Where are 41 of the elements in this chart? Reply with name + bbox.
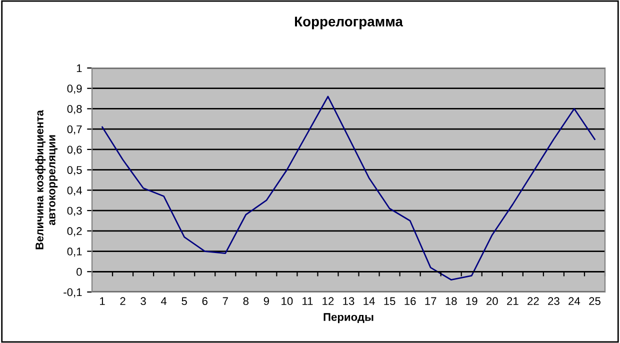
y-tick-label: 0,9 (67, 84, 82, 94)
y-tick-label: 0,5 (67, 166, 82, 176)
y-tick-label: -0,1 (64, 288, 82, 298)
x-tick-label: 10 (282, 297, 293, 306)
y-tick-label: 0 (76, 268, 82, 276)
y-tick-label: 0,2 (67, 227, 82, 236)
x-tick-label: 24 (568, 297, 580, 305)
x-tick-label: 15 (384, 297, 396, 306)
x-tick-label: 17 (425, 297, 436, 305)
x-tick-label: 16 (404, 297, 416, 306)
x-tick-label: 23 (548, 297, 560, 306)
x-tick-label: 21 (507, 297, 518, 305)
line-series (102, 96, 596, 280)
y-tick-label: 0,3 (67, 206, 82, 216)
x-tick-label: 3 (140, 297, 146, 306)
x-tick-label: 4 (160, 297, 167, 305)
y-tick-label: 0,7 (67, 125, 82, 135)
x-tick-label: 19 (466, 297, 478, 306)
x-tick-label: 9 (264, 297, 269, 306)
x-tick-label: 1 (100, 297, 105, 305)
x-tick-label: 20 (486, 297, 498, 306)
y-tick-label: 0,1 (67, 248, 82, 257)
x-tick-label: 14 (364, 297, 375, 305)
y-tick-label: 0,6 (67, 146, 82, 155)
x-tick-label: 6 (202, 297, 208, 306)
x-tick-label: 7 (222, 297, 228, 305)
x-tick-label: 25 (589, 297, 600, 306)
y-tick-label: 1 (76, 64, 82, 72)
y-axis-title: Величина коэффициента автокорреляции (35, 110, 58, 250)
x-tick-label: 5 (182, 297, 187, 306)
y-tick-label: 0,4 (67, 186, 82, 196)
y-tick-label: 0,8 (67, 104, 82, 114)
x-tick-label: 18 (446, 297, 457, 306)
x-tick-label: 13 (343, 297, 354, 306)
x-tick-label: 2 (120, 297, 126, 305)
x-tick-label: 8 (243, 297, 249, 306)
x-tick-label: 22 (528, 297, 539, 305)
chart-title: Коррелограмма (295, 16, 404, 30)
x-axis-title: Периоды (324, 313, 374, 324)
x-tick-label: 12 (322, 297, 334, 305)
x-tick-label: 11 (302, 297, 313, 305)
